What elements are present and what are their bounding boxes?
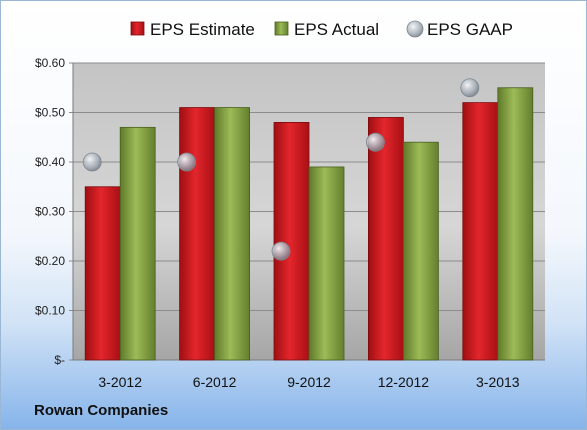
marker-eps-gaap — [460, 78, 480, 98]
marker-eps-gaap — [271, 241, 291, 261]
legend-eps-gaap-label: EPS GAAP — [427, 20, 513, 39]
y-tick-label: $0.50 — [35, 106, 65, 120]
legend-eps-gaap-swatch — [406, 20, 424, 38]
bar-eps-estimate — [367, 117, 404, 361]
y-tick-label: $0.40 — [35, 155, 65, 169]
x-tick-label: 6-2012 — [193, 374, 237, 390]
bar-eps-estimate — [84, 186, 121, 361]
y-tick-label: $0.30 — [35, 205, 65, 219]
bar-eps-estimate — [179, 107, 216, 361]
y-tick-label: $- — [54, 353, 65, 367]
bar-eps-actual — [497, 87, 534, 361]
legend-eps-actual-label: EPS Actual — [294, 20, 379, 39]
legend-eps-actual-swatch — [274, 21, 289, 36]
marker-eps-gaap — [365, 132, 385, 152]
x-tick-label: 9-2012 — [287, 374, 331, 390]
y-tick-label: $0.20 — [35, 254, 65, 268]
x-tick-label: 3-2012 — [98, 374, 142, 390]
y-tick-label: $0.60 — [35, 56, 65, 70]
bar-eps-actual — [119, 126, 156, 361]
legend-eps-estimate: EPS Estimate — [130, 20, 255, 39]
bar-eps-actual — [308, 166, 345, 361]
y-tick-label: $0.10 — [35, 304, 65, 318]
legend-eps-estimate-label: EPS Estimate — [150, 20, 255, 39]
marker-eps-gaap — [177, 152, 197, 172]
legend-eps-actual: EPS Actual — [274, 20, 379, 39]
x-tick-label: 3-2013 — [476, 374, 520, 390]
bar-eps-estimate — [462, 102, 499, 361]
company-name: Rowan Companies — [34, 402, 169, 419]
bar-eps-actual — [214, 107, 251, 361]
marker-eps-gaap — [82, 152, 102, 172]
bar-eps-actual — [402, 141, 439, 361]
x-tick-label: 12-2012 — [378, 374, 430, 390]
legend-eps-gaap: EPS GAAP — [406, 20, 513, 39]
legend-eps-estimate-swatch — [130, 21, 145, 36]
bar-eps-estimate — [273, 122, 310, 361]
